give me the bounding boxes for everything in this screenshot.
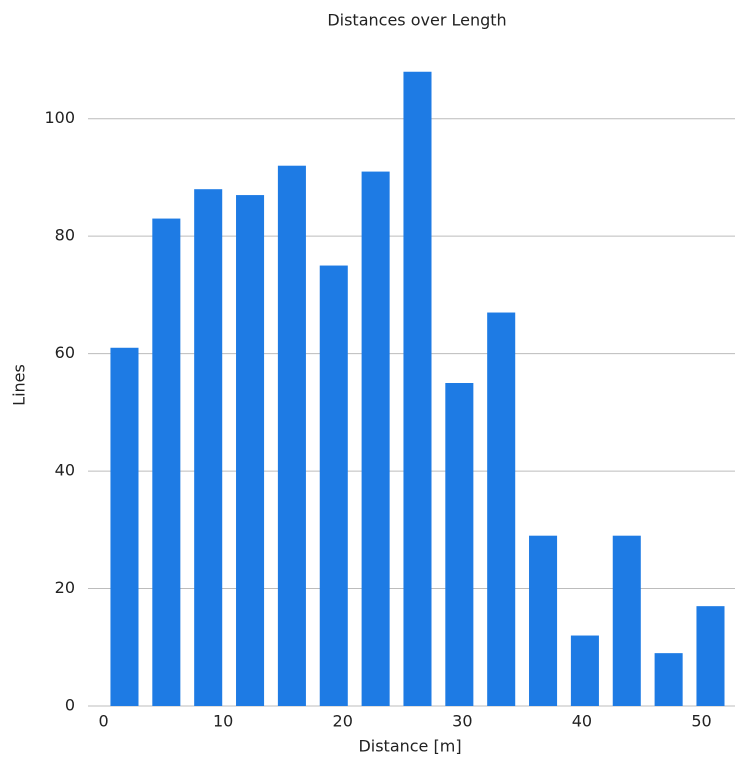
bar bbox=[194, 189, 223, 706]
y-tick-label: 40 bbox=[55, 461, 75, 480]
bar bbox=[236, 195, 265, 706]
chart-title: Distances over Length bbox=[327, 11, 506, 30]
bar bbox=[319, 265, 348, 706]
y-tick-label: 100 bbox=[44, 108, 75, 127]
bar bbox=[403, 71, 432, 706]
y-tick-label: 0 bbox=[65, 696, 75, 715]
y-tick-label: 60 bbox=[55, 343, 75, 362]
bar bbox=[487, 312, 516, 706]
x-tick-label: 40 bbox=[572, 712, 592, 731]
x-tick-label: 30 bbox=[452, 712, 472, 731]
x-tick-label: 50 bbox=[691, 712, 711, 731]
bar bbox=[529, 535, 558, 706]
bar bbox=[696, 606, 725, 706]
bar bbox=[361, 171, 390, 707]
bar bbox=[612, 535, 641, 706]
bar bbox=[445, 383, 474, 706]
y-tick-label: 80 bbox=[55, 226, 75, 245]
bar bbox=[277, 165, 306, 706]
x-tick-label: 0 bbox=[98, 712, 108, 731]
x-tick-label: 20 bbox=[333, 712, 353, 731]
y-tick-label: 20 bbox=[55, 578, 75, 597]
bar bbox=[654, 653, 683, 706]
x-axis-label: Distance [m] bbox=[358, 737, 461, 756]
bar bbox=[570, 635, 599, 706]
bar bbox=[110, 347, 139, 706]
x-tick-label: 10 bbox=[213, 712, 233, 731]
bar bbox=[152, 218, 181, 706]
y-axis-label: Lines bbox=[10, 364, 29, 406]
